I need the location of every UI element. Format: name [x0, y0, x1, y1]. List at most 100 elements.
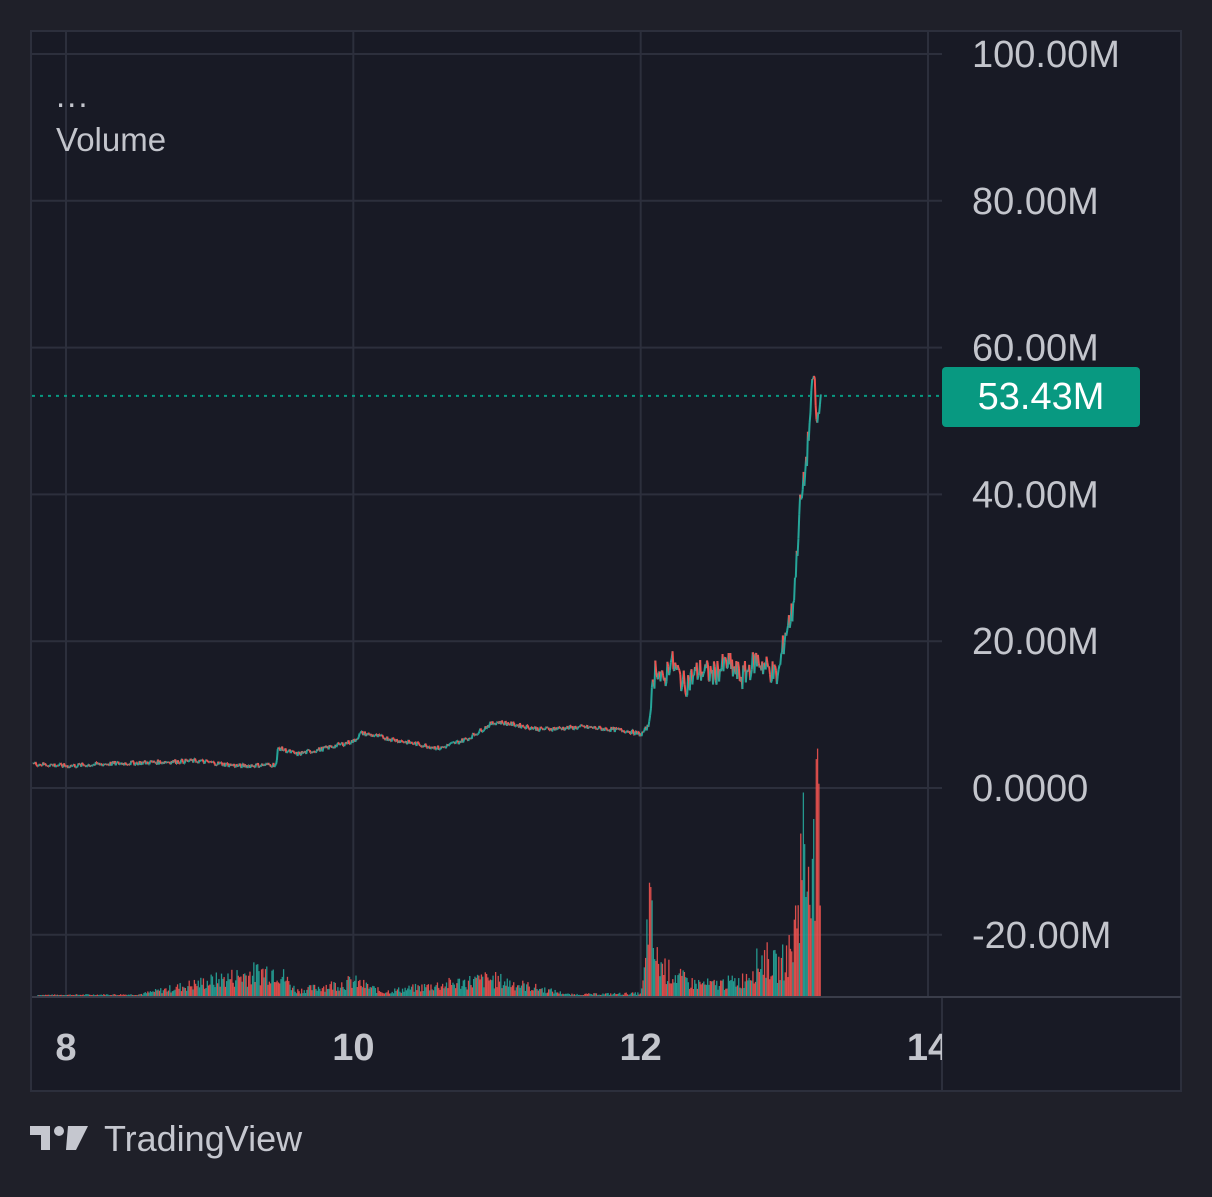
- price-segment: [750, 652, 754, 670]
- price-segment: [414, 741, 417, 744]
- volume-bar: [594, 993, 596, 996]
- volume-bar: [707, 978, 709, 996]
- volume-bar: [557, 992, 559, 996]
- price-segment: [344, 741, 348, 745]
- volume-bar: [288, 981, 290, 996]
- volume-bar: [51, 994, 53, 996]
- volume-bar: [324, 991, 326, 996]
- price-segment: [273, 764, 277, 768]
- volume-bar: [646, 919, 648, 996]
- volume-bar: [788, 935, 790, 996]
- volume-bar: [303, 990, 305, 996]
- price-segment: [651, 679, 655, 683]
- volume-bar: [661, 963, 664, 996]
- price-segment: [712, 661, 716, 667]
- volume-bar: [504, 981, 506, 996]
- price-segment: [269, 763, 272, 768]
- price-segment: [812, 375, 816, 379]
- volume-bar: [465, 987, 467, 996]
- volume-bar: [542, 992, 545, 996]
- price-segment: [547, 727, 551, 731]
- volume-bar: [95, 995, 97, 996]
- volume-bar: [509, 980, 511, 996]
- volume-bar: [347, 976, 349, 996]
- price-segment: [263, 763, 267, 767]
- volume-bar: [275, 982, 277, 996]
- volume-bar: [39, 995, 42, 996]
- volume-bar: [387, 990, 389, 996]
- price-segment: [455, 740, 458, 743]
- volume-bar: [814, 920, 816, 996]
- volume-bar: [805, 897, 807, 996]
- volume-bar: [99, 994, 101, 996]
- volume-bar: [57, 995, 60, 996]
- price-segment: [274, 763, 277, 766]
- legend[interactable]: ... Volume: [56, 74, 166, 162]
- volume-bar: [514, 990, 516, 996]
- price-segment: [127, 763, 130, 766]
- volume-bar: [673, 982, 675, 996]
- price-segment: [631, 729, 635, 735]
- volume-bar: [405, 990, 408, 996]
- volume-bar: [295, 993, 298, 996]
- volume-bar: [615, 994, 617, 996]
- volume-bar: [780, 957, 783, 996]
- volume-bar: [540, 988, 542, 996]
- volume-bar: [148, 992, 150, 996]
- chart-pane[interactable]: [30, 30, 1182, 1092]
- price-segment: [808, 412, 812, 424]
- volume-bar: [616, 994, 618, 996]
- volume-bar: [170, 992, 172, 996]
- price-segment: [89, 764, 92, 768]
- volume-bar: [191, 986, 193, 996]
- volume-bar: [678, 973, 680, 996]
- volume-bar: [772, 950, 775, 996]
- volume-bar: [249, 971, 251, 996]
- price-segment: [219, 761, 222, 764]
- volume-bar: [143, 993, 145, 996]
- volume-bar: [771, 975, 773, 996]
- price-segment: [595, 727, 598, 731]
- price-segment: [792, 600, 796, 604]
- volume-bar: [608, 994, 611, 996]
- volume-bar: [131, 994, 133, 996]
- volume-bar: [726, 988, 728, 996]
- volume-bar: [471, 987, 474, 996]
- price-segment: [558, 725, 561, 729]
- volume-bar: [320, 991, 322, 996]
- volume-bar: [439, 989, 441, 996]
- price-segment: [107, 763, 110, 766]
- volume-bar: [401, 988, 404, 996]
- price-segment: [352, 738, 356, 741]
- volume-bar: [620, 994, 622, 996]
- price-segment: [279, 748, 283, 752]
- volume-bar: [394, 988, 396, 996]
- volume-bar: [692, 989, 695, 996]
- legend-more-dots[interactable]: ...: [56, 77, 90, 114]
- tradingview-brand[interactable]: TradingView: [30, 1118, 302, 1160]
- price-segment: [477, 731, 481, 734]
- price-segment: [702, 670, 706, 674]
- volume-bar: [218, 979, 220, 996]
- price-segment: [238, 763, 242, 767]
- volume-bar: [145, 993, 148, 996]
- volume-bar: [531, 989, 533, 996]
- volume-bar: [699, 981, 701, 996]
- volume-bar: [575, 995, 577, 996]
- volume-bar: [436, 982, 439, 996]
- price-segment: [578, 725, 582, 728]
- volume-bar: [92, 994, 95, 996]
- volume-bar: [581, 994, 583, 996]
- volume-bar: [407, 988, 409, 996]
- volume-bar: [457, 978, 459, 996]
- price-segment: [134, 761, 138, 766]
- price-segment: [691, 675, 695, 685]
- volume-bar: [113, 994, 115, 996]
- volume-bar: [426, 984, 428, 996]
- volume-bar: [744, 981, 746, 996]
- price-segment: [659, 671, 663, 682]
- price-segment: [73, 763, 77, 768]
- price-segment: [240, 763, 244, 769]
- volume-bar: [610, 993, 612, 996]
